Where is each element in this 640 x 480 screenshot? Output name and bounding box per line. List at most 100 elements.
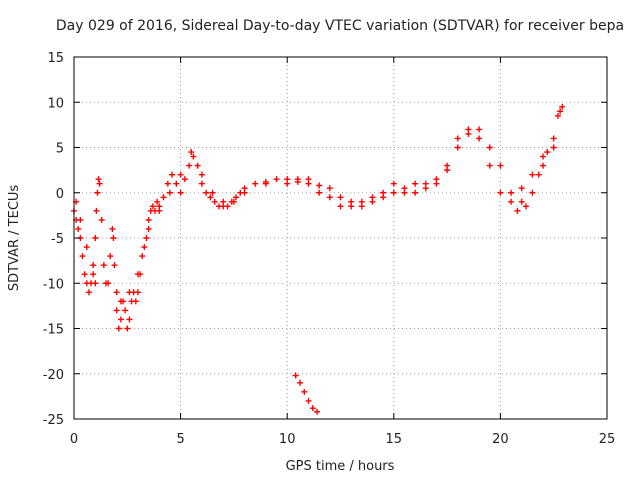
data-point [529,189,536,196]
data-point [160,194,167,201]
y-axis-label: SDTVAR / TECUs [7,185,22,292]
data-point [518,185,525,192]
data-point [94,189,101,196]
x-tick-label: 10 [279,432,296,447]
x-tick-label: 5 [176,432,184,447]
data-point [314,408,321,415]
data-point [380,194,387,201]
data-point [508,198,515,205]
data-point [337,203,344,210]
data-point [476,135,483,142]
y-tick-label: 10 [47,96,64,111]
data-point [557,108,564,115]
data-point [113,307,120,314]
data-point [401,189,408,196]
data-point [124,325,131,332]
data-point [497,189,504,196]
y-tick-label: -15 [43,323,64,338]
data-point [296,379,303,386]
data-point [508,189,515,196]
data-point [113,289,120,296]
data-point [301,388,308,395]
data-point [529,171,536,178]
data-point [284,180,291,187]
data-point [117,298,124,305]
data-point [326,194,333,201]
data-point [476,126,483,133]
data-point [139,253,146,260]
data-point [369,198,376,205]
y-tick-label: -25 [43,413,64,428]
data-point [166,189,173,196]
data-point [79,253,86,260]
data-point [107,253,114,260]
data-point [194,162,201,169]
data-point [220,203,227,210]
data-point [77,216,84,223]
data-point [122,307,129,314]
data-point [117,316,124,323]
data-point [540,162,547,169]
data-point [96,180,103,187]
data-point [465,126,472,133]
data-point [211,198,218,205]
data-point [233,194,240,201]
data-point [497,162,504,169]
data-point [105,280,112,287]
data-point [198,171,205,178]
data-point [412,189,419,196]
y-tick-label: -5 [51,232,64,247]
data-point [203,189,210,196]
y-tick-label: 15 [47,51,64,66]
data-point [486,144,493,151]
y-tick-label: -10 [43,277,64,292]
data-point [90,262,97,269]
data-point [98,216,105,223]
data-point [95,176,102,183]
data-point [305,176,312,183]
data-point [109,225,116,232]
data-point [554,112,561,119]
data-point [188,149,195,156]
data-point [518,198,525,205]
data-point [522,203,529,210]
data-point [169,171,176,178]
data-point [486,162,493,169]
data-point [110,235,117,241]
data-point [134,271,141,278]
data-point [433,180,440,187]
data-point [156,207,163,214]
y-tick-label: 0 [56,187,64,202]
data-point [81,271,88,278]
data-point [92,235,99,241]
data-point [514,207,521,214]
data-point [292,372,299,379]
data-point [90,271,97,278]
data-point [316,189,323,196]
x-axis-label: GPS time / hours [286,459,395,474]
y-tick-label: -20 [43,368,64,383]
y-tick-label: 5 [56,142,64,157]
data-point [262,180,269,187]
data-point [100,262,107,269]
data-point [190,153,197,160]
data-point [544,149,551,156]
data-point [559,103,566,110]
data-point [164,180,171,187]
grid-lines [74,57,607,419]
data-point [75,225,82,232]
data-point [149,203,156,210]
data-point [230,198,237,205]
data-point [186,162,193,169]
x-tick-label: 20 [492,432,509,447]
data-point [173,180,180,187]
data-point [412,180,419,187]
data-point [390,189,397,196]
data-point [177,171,184,178]
data-point [209,189,216,196]
data-point [337,194,344,201]
data-point [305,397,312,404]
data-point [177,189,184,196]
data-point [348,203,355,210]
data-point [207,194,214,201]
